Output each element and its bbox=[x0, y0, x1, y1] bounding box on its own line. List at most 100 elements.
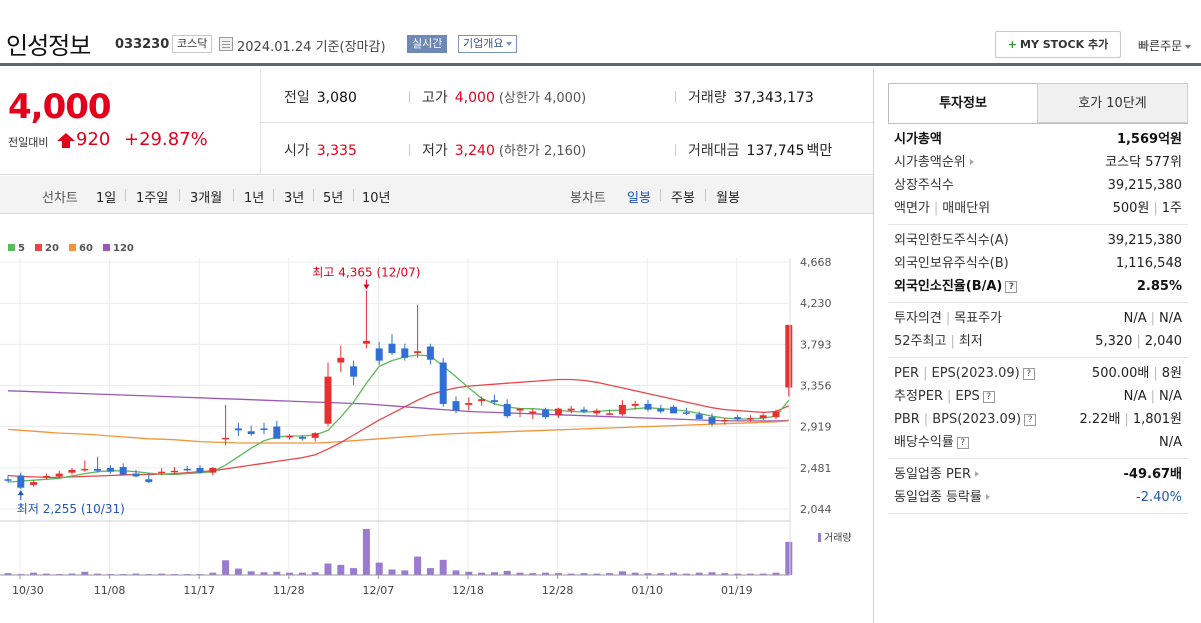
info-row[interactable]: 시가총액순위 코스닥 577위 bbox=[894, 151, 1182, 174]
volume-bar bbox=[734, 573, 742, 575]
divider: | bbox=[1150, 389, 1155, 404]
help-icon[interactable]: ? bbox=[1022, 368, 1035, 380]
volume-bar bbox=[708, 572, 716, 575]
legend-swatch bbox=[103, 244, 110, 251]
volume: 거래량 37,343,173 bbox=[688, 87, 814, 107]
info-value-main: -2.40% bbox=[1136, 490, 1182, 505]
info-value: 1,116,548 bbox=[1116, 252, 1182, 275]
candle-body bbox=[273, 426, 281, 439]
candle-body bbox=[337, 357, 345, 363]
tab-hoga-10[interactable]: 호가 10단계 bbox=[1037, 83, 1188, 123]
ma120-line bbox=[7, 390, 789, 422]
divider: | bbox=[950, 334, 955, 349]
info-section: 동일업종 PER -49.67배 동일업종 등락률 -2.40% bbox=[888, 459, 1188, 514]
info-value-main: N/A bbox=[1123, 389, 1147, 404]
volume-bar bbox=[631, 572, 639, 575]
candle bbox=[375, 341, 383, 365]
x-tick-label: 12/18 bbox=[452, 584, 484, 597]
candle-body bbox=[81, 468, 89, 471]
candle-body bbox=[132, 473, 140, 477]
divider: | bbox=[945, 311, 951, 326]
period-1y[interactable]: 1년 bbox=[244, 191, 265, 206]
info-row[interactable]: 동일업종 등락률 -2.40% bbox=[894, 486, 1182, 509]
help-icon[interactable]: ? bbox=[1024, 414, 1037, 426]
candle-body bbox=[529, 411, 537, 414]
company-info-dropdown[interactable]: 기업개요 bbox=[458, 35, 518, 53]
candle-body bbox=[196, 467, 204, 473]
info-value: 39,215,380 bbox=[1108, 174, 1182, 197]
candle bbox=[222, 404, 230, 446]
chart-legend: 5 20 60 120 bbox=[8, 243, 134, 254]
period-10y[interactable]: 10년 bbox=[362, 191, 391, 206]
info-row[interactable]: 동일업종 PER -49.67배 bbox=[894, 463, 1182, 486]
x-tick-label: 11/28 bbox=[273, 584, 305, 597]
candle-body bbox=[401, 348, 409, 358]
candle bbox=[695, 411, 703, 420]
divider: | bbox=[1150, 311, 1155, 326]
info-value: 2.85% bbox=[1137, 275, 1182, 298]
high-price-value: 4,000 bbox=[454, 90, 495, 106]
volume-bar bbox=[657, 573, 665, 575]
info-key-label: 외국인한도주식수(A) bbox=[894, 233, 1009, 248]
candle-body bbox=[324, 376, 332, 424]
tab-invest-info[interactable]: 투자정보 bbox=[888, 83, 1038, 123]
add-mystock-button[interactable]: + MY STOCK 추가 bbox=[995, 31, 1121, 58]
trade-amount: 거래대금 137,745 백만 bbox=[688, 140, 832, 160]
info-key-label: 외국인소진율(B/A) bbox=[894, 279, 1003, 294]
period-1w[interactable]: 1주일 bbox=[136, 191, 169, 206]
candle-monthly[interactable]: 월봉 bbox=[716, 191, 740, 206]
candle bbox=[350, 360, 358, 386]
divider: | bbox=[1153, 201, 1158, 216]
help-icon[interactable]: ? bbox=[982, 391, 995, 403]
y-tick-label: 2,919 bbox=[800, 421, 832, 434]
info-section: 외국인한도주식수(A) 39,215,380 외국인보유주식수(B) 1,116,54… bbox=[888, 225, 1188, 303]
info-key-label: 추정PER bbox=[894, 389, 944, 404]
period-5y[interactable]: 5년 bbox=[323, 191, 344, 206]
candle bbox=[145, 472, 153, 484]
candle-weekly[interactable]: 주봉 bbox=[671, 191, 695, 206]
info-key: 동일업종 등락률 bbox=[894, 486, 990, 509]
candle bbox=[593, 408, 601, 416]
candle bbox=[759, 413, 767, 420]
realtime-button[interactable]: 실시간 bbox=[407, 35, 448, 53]
candle-body bbox=[759, 415, 767, 419]
volume-bar bbox=[401, 570, 409, 575]
candle bbox=[414, 305, 422, 358]
divider bbox=[273, 189, 274, 201]
info-key-label: 배당수익률 bbox=[894, 435, 954, 450]
y-tick-label: 4,668 bbox=[800, 256, 832, 269]
period-3y[interactable]: 3년 bbox=[284, 191, 305, 206]
quick-order-dropdown[interactable]: 빠른주문 bbox=[1138, 37, 1192, 54]
candle-daily[interactable]: 일봉 bbox=[627, 191, 651, 206]
help-icon[interactable]: ? bbox=[1005, 281, 1018, 293]
candle bbox=[183, 466, 191, 472]
volume-bar bbox=[350, 568, 358, 575]
volume-bar bbox=[68, 573, 76, 575]
volume-bar bbox=[439, 559, 447, 575]
candle bbox=[4, 475, 12, 483]
volume-bar bbox=[337, 564, 345, 575]
candle-body bbox=[209, 467, 217, 473]
info-key-label-2: EPS(2023.09) bbox=[931, 366, 1020, 381]
price-summary: 4,000 전일대비 920 +29.87% 전일 3,080 고가 4,000 (상… bbox=[0, 69, 873, 175]
volume-bar bbox=[721, 573, 729, 575]
candle-body bbox=[388, 343, 396, 354]
chart-annotations: 최고 4,365 (12/07) 최저 2,255 (10/31) bbox=[17, 266, 421, 517]
info-key-label: PBR bbox=[894, 412, 920, 427]
period-3m[interactable]: 3개월 bbox=[190, 191, 223, 206]
down-arrow-icon bbox=[363, 284, 370, 290]
candle bbox=[478, 396, 486, 406]
candle-body bbox=[606, 413, 614, 415]
info-key: PBR | BPS(2023.09)? bbox=[894, 408, 1037, 431]
info-key: 외국인소진율(B/A)? bbox=[894, 275, 1018, 298]
divider bbox=[125, 189, 126, 201]
help-icon[interactable]: ? bbox=[956, 437, 969, 449]
volume-bar bbox=[324, 563, 332, 575]
volume-bar bbox=[234, 568, 242, 575]
candle-body bbox=[234, 428, 242, 431]
chevron-down-icon bbox=[1185, 44, 1192, 49]
up-arrow-icon bbox=[57, 133, 75, 148]
period-1d[interactable]: 1일 bbox=[96, 191, 117, 206]
info-value: 500원 | 1주 bbox=[1113, 197, 1182, 220]
prev-close-value: 3,080 bbox=[316, 90, 357, 106]
